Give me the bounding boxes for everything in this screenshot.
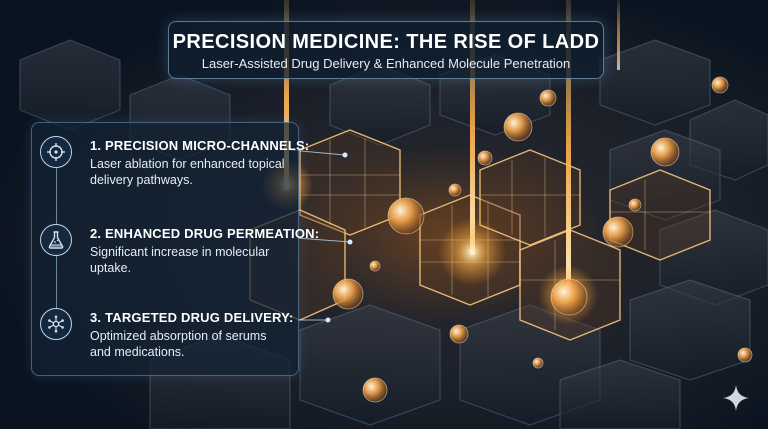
feature-panel: 1. PRECISION MICRO-CHANNELS: Laser ablat… xyxy=(31,122,319,378)
feature-item-micro-channels: 1. PRECISION MICRO-CHANNELS: Laser ablat… xyxy=(32,136,309,206)
feature-item-drug-permeation: 2. ENHANCED DRUG PERMEATION: Significant… xyxy=(32,224,319,294)
molecule-network-icon xyxy=(40,308,72,340)
title-banner: PRECISION MEDICINE: THE RISE OF LADD Las… xyxy=(168,21,604,79)
feature-title: 1. PRECISION MICRO-CHANNELS: xyxy=(90,138,310,153)
page-subtitle: Laser-Assisted Drug Delivery & Enhanced … xyxy=(201,56,571,71)
sparkle-icon xyxy=(723,385,749,411)
flask-icon xyxy=(40,224,72,256)
feature-title: 3. TARGETED DRUG DELIVERY: xyxy=(90,310,294,325)
feature-title: 2. ENHANCED DRUG PERMEATION: xyxy=(90,226,320,241)
page-title: PRECISION MEDICINE: THE RISE OF LADD xyxy=(172,31,600,53)
feature-description: Optimized absorption of serums and medic… xyxy=(90,329,267,359)
feature-description: Significant increase in molecular uptake… xyxy=(90,245,270,275)
feature-description: Laser ablation for enhanced topical deli… xyxy=(90,157,285,187)
target-crosshair-icon xyxy=(40,136,72,168)
feature-item-targeted-delivery: 3. TARGETED DRUG DELIVERY: Optimized abs… xyxy=(32,308,298,378)
